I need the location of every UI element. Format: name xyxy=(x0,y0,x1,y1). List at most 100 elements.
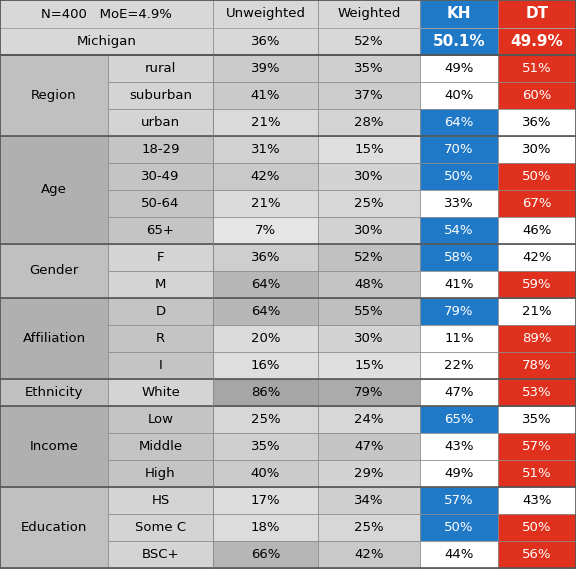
Bar xyxy=(213,217,318,244)
Text: Gender: Gender xyxy=(29,264,79,278)
Text: 50%: 50% xyxy=(444,521,473,534)
Bar xyxy=(213,514,318,541)
Bar xyxy=(318,28,420,55)
Text: KH: KH xyxy=(447,6,471,21)
Text: 64%: 64% xyxy=(251,278,280,291)
Text: 36%: 36% xyxy=(251,251,281,264)
Bar xyxy=(213,541,318,568)
Bar xyxy=(213,244,318,271)
Text: HS: HS xyxy=(151,494,169,507)
Text: 21%: 21% xyxy=(522,305,552,318)
Bar xyxy=(318,163,420,190)
Text: 31%: 31% xyxy=(251,143,281,156)
Bar xyxy=(498,352,576,379)
Text: 49%: 49% xyxy=(444,467,473,480)
Bar xyxy=(213,460,318,487)
Text: 51%: 51% xyxy=(522,467,552,480)
Bar xyxy=(318,433,420,460)
Bar xyxy=(108,55,213,82)
Text: Affiliation: Affiliation xyxy=(22,332,86,345)
Bar xyxy=(420,0,498,28)
Bar xyxy=(420,190,498,217)
Bar xyxy=(0,0,213,28)
Bar xyxy=(108,136,213,163)
Text: 48%: 48% xyxy=(354,278,384,291)
Bar xyxy=(108,244,213,271)
Text: 64%: 64% xyxy=(444,116,473,129)
Bar xyxy=(498,298,576,325)
Text: 17%: 17% xyxy=(251,494,281,507)
Bar xyxy=(108,433,213,460)
Text: 50-64: 50-64 xyxy=(141,197,180,210)
Text: Education: Education xyxy=(21,521,87,534)
Bar xyxy=(213,28,318,55)
Bar xyxy=(0,298,108,379)
Text: 20%: 20% xyxy=(251,332,281,345)
Bar xyxy=(108,109,213,136)
Text: 16%: 16% xyxy=(251,359,281,372)
Text: 57%: 57% xyxy=(522,440,552,453)
Text: 42%: 42% xyxy=(251,170,281,183)
Text: N=400   MoE=4.9%: N=400 MoE=4.9% xyxy=(41,8,172,20)
Bar xyxy=(108,163,213,190)
Text: 51%: 51% xyxy=(522,62,552,75)
Text: 79%: 79% xyxy=(444,305,473,318)
Text: Region: Region xyxy=(31,89,77,102)
Text: 53%: 53% xyxy=(522,386,552,399)
Text: 78%: 78% xyxy=(522,359,552,372)
Text: 7%: 7% xyxy=(255,224,276,237)
Text: 79%: 79% xyxy=(354,386,384,399)
Bar xyxy=(318,325,420,352)
Bar xyxy=(318,541,420,568)
Text: Age: Age xyxy=(41,184,67,196)
Bar xyxy=(318,244,420,271)
Text: Middle: Middle xyxy=(138,440,183,453)
Text: M: M xyxy=(155,278,166,291)
Text: 24%: 24% xyxy=(354,413,384,426)
Bar xyxy=(108,271,213,298)
Text: 34%: 34% xyxy=(354,494,384,507)
Bar xyxy=(318,0,420,28)
Bar xyxy=(318,271,420,298)
Text: 47%: 47% xyxy=(444,386,473,399)
Text: R: R xyxy=(156,332,165,345)
Text: F: F xyxy=(157,251,164,264)
Bar xyxy=(420,460,498,487)
Bar xyxy=(420,109,498,136)
Bar xyxy=(420,271,498,298)
Text: Ethnicity: Ethnicity xyxy=(25,386,84,399)
Text: 58%: 58% xyxy=(444,251,473,264)
Bar xyxy=(0,406,108,487)
Bar xyxy=(318,379,420,406)
Bar xyxy=(420,82,498,109)
Bar xyxy=(108,82,213,109)
Text: Michigan: Michigan xyxy=(77,35,137,48)
Bar xyxy=(498,433,576,460)
Text: rural: rural xyxy=(145,62,176,75)
Text: 30%: 30% xyxy=(354,170,384,183)
Text: suburban: suburban xyxy=(129,89,192,102)
Text: 67%: 67% xyxy=(522,197,552,210)
Bar xyxy=(213,433,318,460)
Bar xyxy=(318,406,420,433)
Text: 50%: 50% xyxy=(522,170,552,183)
Text: 50.1%: 50.1% xyxy=(433,34,486,49)
Text: 29%: 29% xyxy=(354,467,384,480)
Bar xyxy=(318,460,420,487)
Bar xyxy=(420,28,498,55)
Text: 35%: 35% xyxy=(354,62,384,75)
Bar xyxy=(498,82,576,109)
Text: Unweighted: Unweighted xyxy=(225,8,305,20)
Text: D: D xyxy=(156,305,165,318)
Bar xyxy=(0,379,108,406)
Text: 28%: 28% xyxy=(354,116,384,129)
Bar xyxy=(498,55,576,82)
Text: 57%: 57% xyxy=(444,494,474,507)
Text: 36%: 36% xyxy=(522,116,552,129)
Bar xyxy=(498,0,576,28)
Text: 49.9%: 49.9% xyxy=(511,34,563,49)
Text: 33%: 33% xyxy=(444,197,474,210)
Text: 52%: 52% xyxy=(354,251,384,264)
Bar xyxy=(0,487,108,568)
Text: 47%: 47% xyxy=(354,440,384,453)
